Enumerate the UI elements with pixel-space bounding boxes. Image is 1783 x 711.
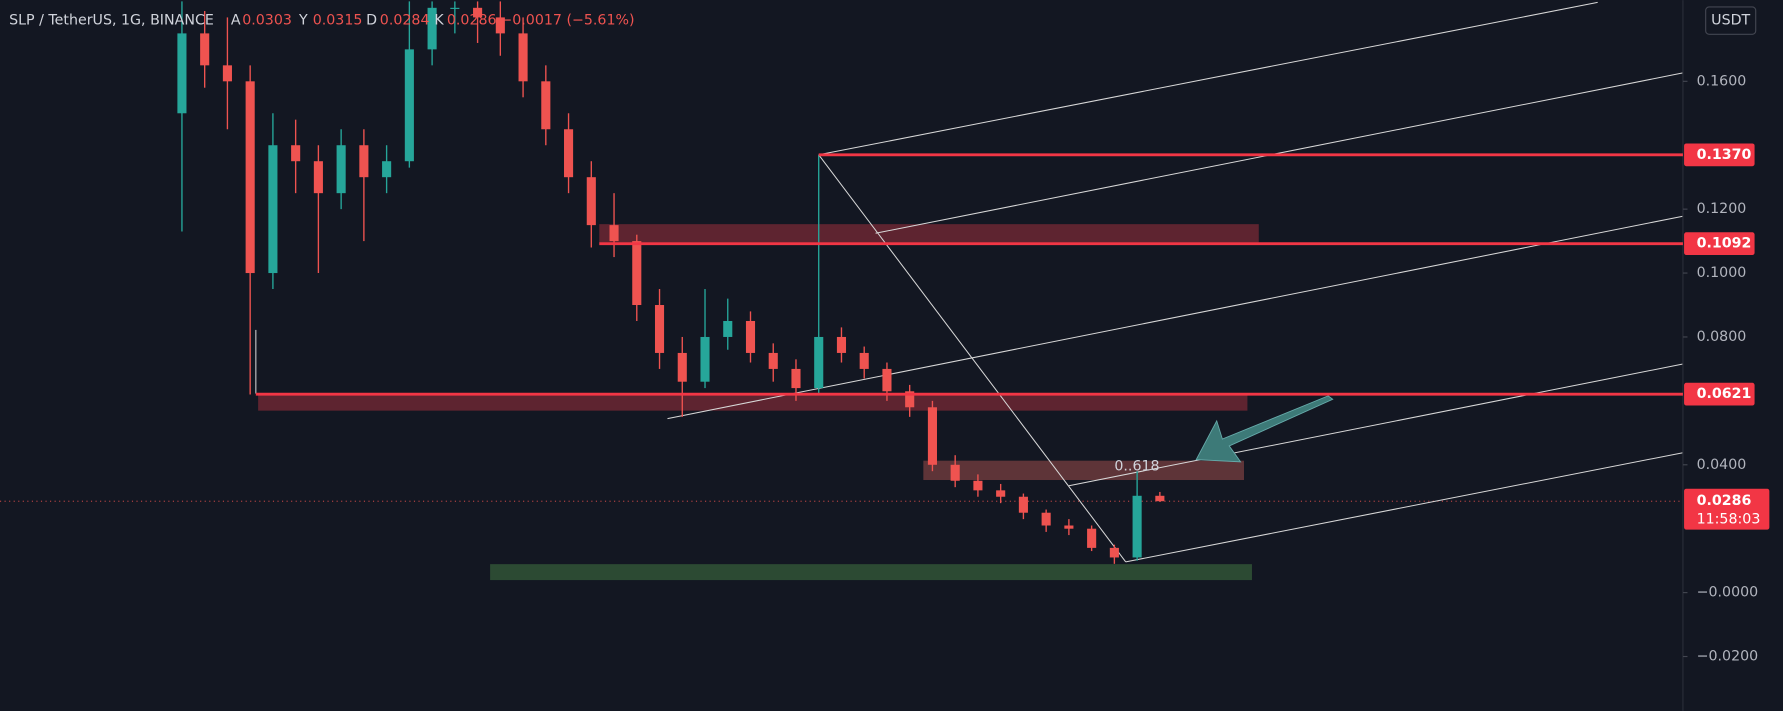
candle-body (723, 320, 733, 337)
candle-body (1018, 496, 1028, 513)
candle-body (609, 225, 619, 242)
candle-body (1041, 512, 1051, 526)
last-price-label: 0.0286 (1697, 493, 1752, 509)
candle-body (541, 81, 551, 130)
pitchfork (255, 1, 1684, 563)
level-label-box (1684, 382, 1755, 406)
annotation: 0..618 (1114, 458, 1159, 474)
candle-body (177, 33, 187, 114)
candle-body (359, 145, 369, 178)
ohlc-value: 0.0315 (313, 13, 363, 29)
candle-body (700, 336, 710, 382)
change: −0.0017 (−5.61%) (500, 13, 634, 29)
candle-body (950, 464, 960, 481)
level-label: 0.0621 (1697, 386, 1752, 402)
candle-body (382, 161, 392, 178)
candle-body (336, 145, 346, 194)
y-tick-label: −0.0000 (1697, 585, 1759, 601)
candle-body (518, 33, 528, 82)
candle-body (996, 490, 1006, 497)
candle-body (1109, 547, 1119, 558)
y-tick-label: −0.0200 (1697, 649, 1759, 665)
level-label-box (1684, 232, 1755, 256)
candle-body (882, 368, 892, 392)
ohlc-label: Y (298, 13, 308, 29)
currency-button[interactable] (1705, 6, 1757, 35)
ohlc-value: 0.0303 (242, 13, 292, 29)
y-tick-label: 0.0800 (1697, 329, 1747, 345)
candle-body (1132, 495, 1142, 558)
candle-body (200, 33, 210, 66)
candle-body (291, 145, 301, 162)
candle-body (973, 480, 983, 491)
candle-body (745, 320, 756, 353)
candle-body (1155, 495, 1165, 502)
fib-zone (923, 460, 1245, 481)
candle-body (677, 352, 687, 382)
level-label: 0.1370 (1697, 147, 1752, 163)
y-tick-label: 0.1200 (1697, 201, 1747, 217)
symbol: SLP / TetherUS, 1G, BINANCE (9, 13, 214, 29)
level-label: 0.1092 (1697, 236, 1752, 252)
y-tick-label: 0.1600 (1697, 73, 1747, 89)
y-tick-label: 0.1000 (1697, 265, 1747, 281)
currency[interactable]: USDT (1711, 13, 1750, 29)
candle-body (313, 161, 323, 194)
candle-body (814, 336, 824, 389)
arrow (1195, 395, 1334, 463)
ohlc-label: A (231, 13, 241, 29)
candle-body (473, 7, 483, 18)
candle-body (632, 241, 642, 306)
candle-body (245, 81, 255, 274)
candle-body (495, 17, 505, 34)
candle-body (768, 352, 778, 369)
y-tick-label: 0.0400 (1697, 457, 1747, 473)
countdown: 11:58:03 (1697, 511, 1761, 527)
last-price-box (1684, 488, 1770, 530)
candle-body (1087, 528, 1097, 548)
candle-body (905, 391, 915, 408)
candle-body (222, 65, 232, 82)
candle-body (450, 7, 460, 9)
level-label-box (1684, 143, 1755, 167)
candle-body (268, 145, 278, 274)
candle-body (791, 368, 801, 389)
ohlc-value: 0.0286 (447, 13, 497, 29)
candle-body (859, 352, 869, 369)
candle-body (836, 336, 847, 353)
ohlc-value: 0.0284 (380, 13, 430, 29)
candle-body (654, 305, 665, 353)
candle-body (927, 407, 937, 465)
ohlc-label: K (434, 13, 444, 29)
candle-body (1064, 525, 1074, 529)
ohlc-label: D (366, 13, 377, 29)
resistance-zone (599, 224, 1259, 243)
support-zone (490, 564, 1252, 581)
candle-body (564, 129, 574, 178)
candle-body (586, 177, 596, 226)
legend: SLP / TetherUS, 1G, BINANCE A 0.0303 Y 0… (9, 13, 634, 29)
candle-body (404, 49, 414, 162)
candle-body (427, 7, 437, 50)
